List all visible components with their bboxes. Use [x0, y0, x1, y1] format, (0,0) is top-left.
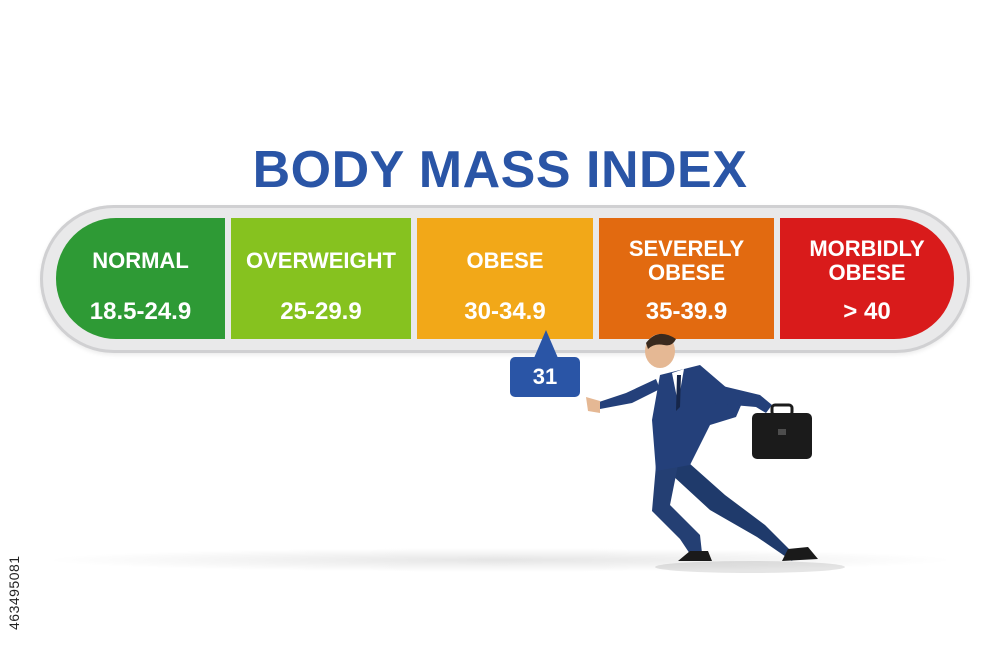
segment-label: OVERWEIGHT: [246, 248, 396, 273]
businessman-pushing-icon: [586, 333, 845, 573]
bmi-segment-overweight: OVERWEIGHT 25-29.9: [231, 218, 417, 339]
bmi-segment-normal: NORMAL 18.5-24.9: [56, 218, 231, 339]
bmi-scale: NORMAL 18.5-24.9 OVERWEIGHT 25-29.9 OBES…: [56, 218, 954, 339]
segment-label: NORMAL: [92, 248, 189, 273]
bmi-segment-obese: OBESE 30-34.9: [417, 218, 599, 339]
bmi-value-marker: 31: [510, 357, 580, 397]
bmi-segment-morbidly-obese: MORBIDLY OBESE > 40: [780, 218, 954, 339]
segment-range: 25-29.9: [280, 298, 362, 325]
bmi-segment-severely-obese: SEVERELY OBESE 35-39.9: [599, 218, 780, 339]
segment-range: > 40: [843, 298, 891, 325]
segment-range: 18.5-24.9: [89, 298, 192, 325]
page-title: BODY MASS INDEX: [252, 141, 748, 199]
segment-label: OBESE: [466, 248, 544, 273]
marker-pointer: [534, 330, 558, 358]
segment-label: MORBIDLY OBESE: [809, 236, 925, 285]
segment-label: SEVERELY OBESE: [628, 236, 745, 285]
segment-range: 35-39.9: [645, 298, 728, 325]
segment-range: 30-34.9: [464, 298, 546, 325]
stock-id-label: 463495081: [6, 555, 22, 630]
